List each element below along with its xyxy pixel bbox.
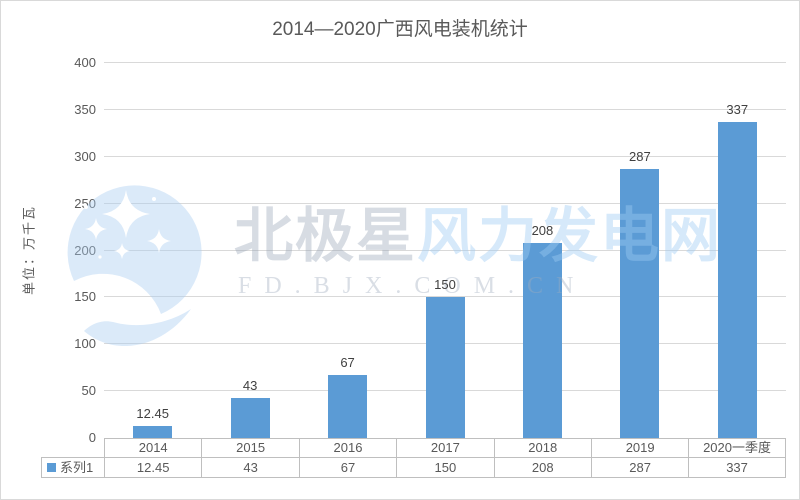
table-value-2016: 67 bbox=[298, 457, 397, 478]
table-category-2015: 2015 bbox=[201, 438, 298, 457]
bar-2018[interactable] bbox=[522, 243, 562, 438]
plot-area: 12.45 43 67 150 208 287 337 bbox=[104, 62, 786, 439]
legend-series-label: 系列1 bbox=[60, 459, 94, 475]
legend-series-marker-icon bbox=[47, 463, 56, 472]
data-label-2018: 208 bbox=[531, 223, 554, 238]
table-category-2017: 2017 bbox=[396, 438, 493, 457]
y-axis-tick-label-0: 0 bbox=[88, 430, 96, 445]
legend-cell: 系列1 bbox=[41, 457, 104, 478]
y-axis-tick-label-250: 250 bbox=[74, 195, 96, 211]
y-axis-tick-label-150: 150 bbox=[74, 289, 96, 305]
y-axis-title: 单位：万千瓦 bbox=[21, 204, 37, 296]
table-category-2019: 2019 bbox=[590, 438, 688, 457]
table-category-2018: 2018 bbox=[493, 438, 591, 457]
data-table: 2014 2015 2016 2017 2018 2019 2020一季度系列1 12.45 4… bbox=[41, 438, 786, 478]
bar-2020一季度[interactable] bbox=[717, 122, 757, 438]
y-axis-tick-label-200: 200 bbox=[74, 242, 96, 258]
bar-2017[interactable] bbox=[425, 297, 465, 438]
data-label-2020一季度: 337 bbox=[726, 102, 749, 118]
gridline-400 bbox=[104, 62, 786, 63]
table-category-2016: 2016 bbox=[298, 438, 396, 457]
gridline-150 bbox=[104, 296, 786, 298]
chart-title: 2014—2020广西风电装机统计 bbox=[272, 19, 528, 40]
gridline-300 bbox=[104, 155, 786, 157]
bar-2014[interactable] bbox=[133, 426, 173, 438]
gridline-350 bbox=[104, 108, 786, 110]
gridline-250 bbox=[104, 202, 786, 204]
gridline-200 bbox=[104, 249, 786, 251]
y-axis-tick-label-100: 100 bbox=[74, 336, 96, 352]
data-label-2016: 67 bbox=[340, 355, 355, 371]
data-label-2019: 287 bbox=[628, 148, 651, 164]
bar-2015[interactable] bbox=[230, 397, 270, 438]
bar-2016[interactable] bbox=[328, 375, 368, 438]
y-axis-tick-label-400: 400 bbox=[74, 55, 96, 70]
data-label-2014: 12.45 bbox=[136, 406, 169, 422]
data-label-2017: 150 bbox=[434, 277, 456, 293]
data-label-2015: 43 bbox=[242, 377, 258, 393]
table-value-2019: 287 bbox=[590, 457, 689, 478]
bar-2019[interactable] bbox=[620, 168, 660, 438]
table-corner-cell bbox=[41, 438, 104, 457]
table-value-2015: 43 bbox=[201, 457, 299, 478]
table-category-2014: 2014 bbox=[104, 438, 201, 457]
table-category-2020一季度: 2020一季度 bbox=[688, 438, 786, 457]
table-value-2018: 208 bbox=[493, 457, 591, 478]
table-value-2017: 150 bbox=[396, 457, 494, 478]
table-value-2014: 12.45 bbox=[104, 457, 202, 478]
y-axis-tick-label-50: 50 bbox=[81, 383, 96, 399]
y-axis-tick-label-350: 350 bbox=[74, 101, 96, 117]
y-axis-tick-label-300: 300 bbox=[74, 148, 96, 164]
table-value-2020一季度: 337 bbox=[688, 457, 786, 478]
